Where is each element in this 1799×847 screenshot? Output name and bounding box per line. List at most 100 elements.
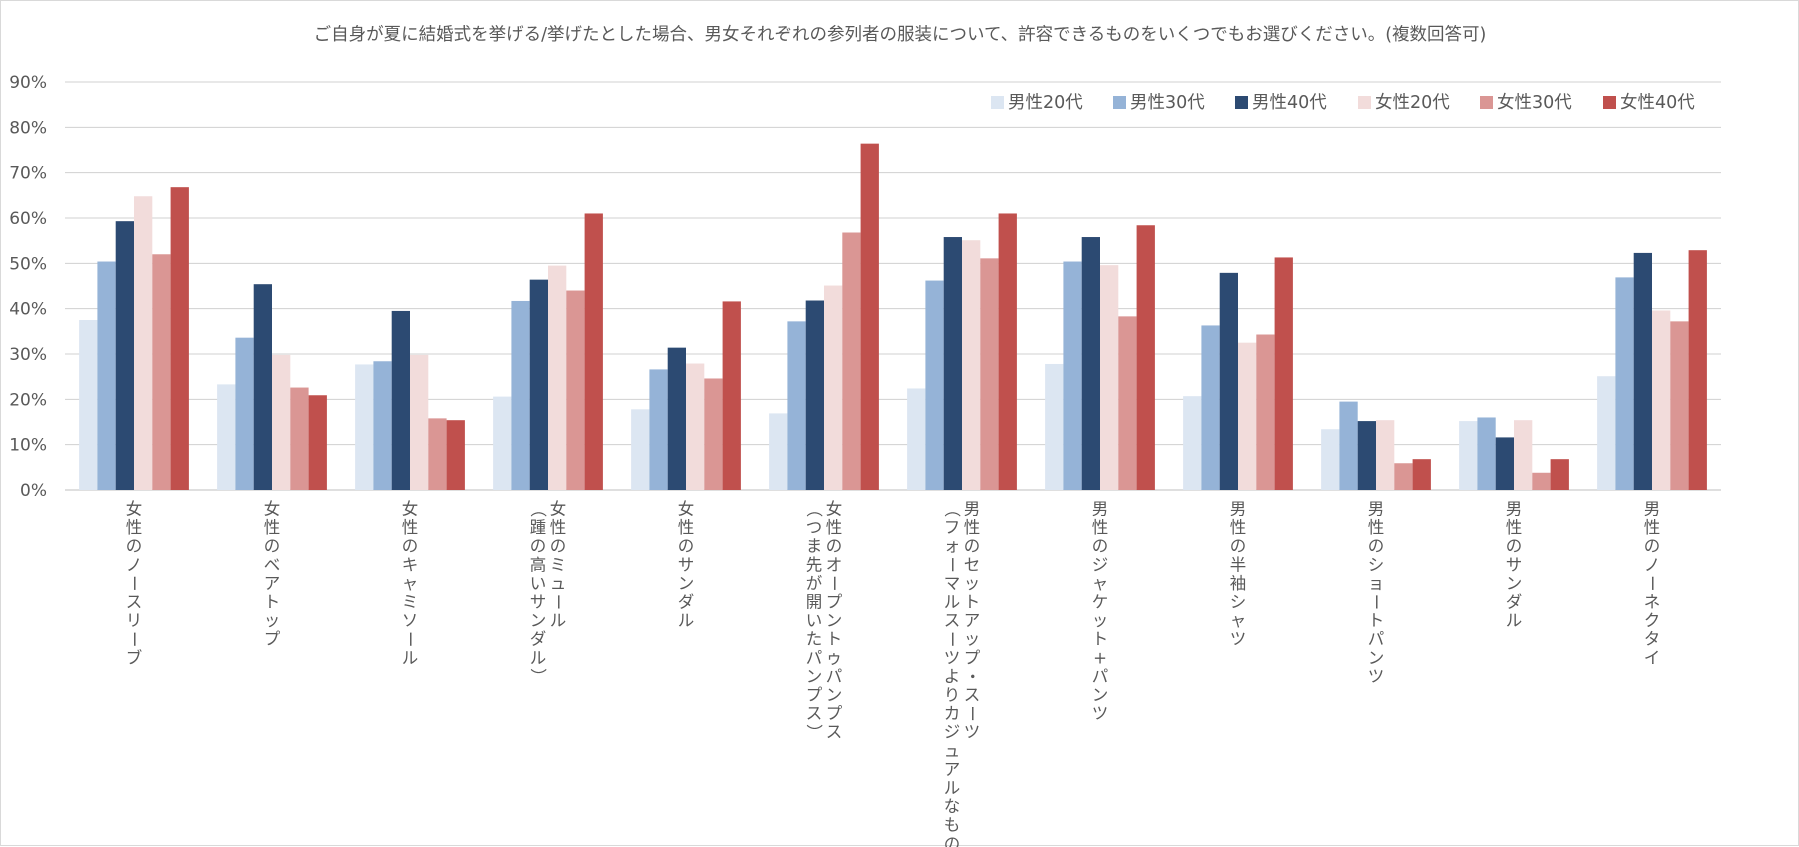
bar-男性30代-0 [97, 262, 115, 490]
svg-text:プ: プ [826, 593, 843, 612]
bar-男性40代-8 [1220, 273, 1238, 490]
legend-label: 男性30代 [1130, 93, 1205, 113]
svg-text:ン: ン [1092, 686, 1109, 705]
bar-女性20代-10 [1514, 420, 1532, 490]
svg-text:の: の [678, 537, 695, 556]
svg-text:性: 性 [826, 518, 843, 537]
bar-女性40代-1 [309, 395, 327, 490]
legend-item-0: 男性20代 [991, 93, 1083, 113]
legend-label: 男性20代 [1008, 93, 1083, 113]
svg-text:の: の [964, 537, 981, 556]
bar-男性40代-1 [254, 284, 272, 490]
svg-text:ー: ー [1367, 594, 1386, 611]
svg-text:女: 女 [678, 500, 695, 519]
svg-text:セ: セ [964, 555, 981, 574]
svg-text:の: の [402, 537, 419, 556]
bar-男性20代-7 [1045, 364, 1063, 490]
svg-text:ト: ト [264, 593, 281, 612]
svg-text:な: な [944, 797, 961, 816]
svg-text:の: の [1230, 537, 1247, 556]
svg-text:ー: ー [125, 631, 144, 648]
bar-男性20代-8 [1183, 396, 1201, 490]
svg-text:男: 男 [1092, 500, 1109, 519]
svg-text:ン: ン [530, 611, 547, 630]
bar-男性30代-2 [373, 361, 391, 490]
svg-text:男: 男 [1368, 500, 1385, 519]
y-tick-label: 60% [9, 209, 47, 229]
svg-text:た: た [806, 630, 823, 649]
svg-text:男: 男 [964, 500, 981, 519]
svg-text:の: の [126, 537, 143, 556]
legend-swatch [1358, 96, 1371, 109]
svg-text:ル: ル [1506, 611, 1523, 630]
bar-男性30代-3 [511, 301, 529, 490]
bar-女性40代-0 [171, 187, 189, 490]
svg-text:タ: タ [1644, 630, 1661, 649]
svg-text:ア: ア [964, 611, 981, 630]
svg-text:ノ: ノ [1644, 555, 1661, 574]
svg-text:ノ: ノ [126, 555, 143, 574]
bar-男性20代-2 [355, 364, 373, 490]
svg-text:ス: ス [126, 593, 143, 612]
svg-text:ル: ル [550, 611, 567, 630]
legend-label: 女性40代 [1620, 93, 1695, 113]
svg-text:性: 性 [264, 518, 281, 537]
svg-text:マ: マ [944, 574, 961, 593]
y-axis-tick-labels: 0%10%20%30%40%50%60%70%80%90% [9, 73, 47, 501]
legend: 男性20代 男性30代 男性40代 女性20代 女性30代 女性40代 [991, 93, 1695, 113]
svg-text:り: り [944, 686, 961, 705]
y-tick-label: 40% [9, 300, 47, 320]
svg-text:ダ: ダ [1506, 593, 1523, 612]
svg-text:ル: ル [402, 648, 419, 667]
svg-text:ー: ー [401, 631, 420, 648]
bar-女性30代-4 [704, 378, 722, 490]
svg-text:ケ: ケ [1092, 593, 1109, 612]
bar-女性40代-8 [1275, 257, 1293, 490]
svg-text:ン: ン [826, 686, 843, 705]
bar-男性40代-9 [1358, 421, 1376, 490]
svg-text:半: 半 [1230, 555, 1247, 574]
svg-text:ソ: ソ [402, 611, 419, 630]
svg-text:ト: ト [964, 593, 981, 612]
legend-swatch [1235, 96, 1248, 109]
legend-item-2: 男性40代 [1235, 93, 1327, 113]
svg-text:ー: ー [963, 705, 982, 722]
svg-text:ト: ト [826, 630, 843, 649]
svg-text:性: 性 [1092, 518, 1109, 537]
svg-text:ル: ル [530, 648, 547, 667]
svg-text:ツ: ツ [944, 648, 961, 667]
svg-text:プ: プ [826, 704, 843, 723]
svg-text:男: 男 [1644, 500, 1661, 519]
svg-text:性: 性 [550, 518, 567, 537]
svg-text:ネ: ネ [1644, 593, 1661, 612]
svg-text:ー: ー [1643, 575, 1662, 592]
svg-text:ダ: ダ [678, 593, 695, 612]
bar-女性20代-0 [134, 196, 152, 490]
legend-label: 女性30代 [1497, 93, 1572, 113]
bar-女性30代-11 [1670, 321, 1688, 490]
bar-女性30代-8 [1256, 335, 1274, 490]
legend-swatch [1603, 96, 1616, 109]
y-tick-label: 30% [9, 345, 47, 365]
svg-text:）: ） [805, 724, 824, 741]
legend-item-3: 女性20代 [1358, 93, 1450, 113]
bar-女性40代-7 [1137, 225, 1155, 490]
svg-text:ュ: ュ [550, 574, 567, 593]
svg-text:ュ: ュ [944, 741, 961, 760]
svg-text:ベ: ベ [264, 555, 281, 574]
legend-label: 男性40代 [1252, 93, 1327, 113]
svg-text:パ: パ [826, 667, 843, 686]
svg-text:の: の [264, 537, 281, 556]
bar-男性30代-1 [235, 338, 253, 490]
svg-text:ジ: ジ [944, 723, 961, 742]
svg-text:ツ: ツ [1092, 704, 1109, 723]
